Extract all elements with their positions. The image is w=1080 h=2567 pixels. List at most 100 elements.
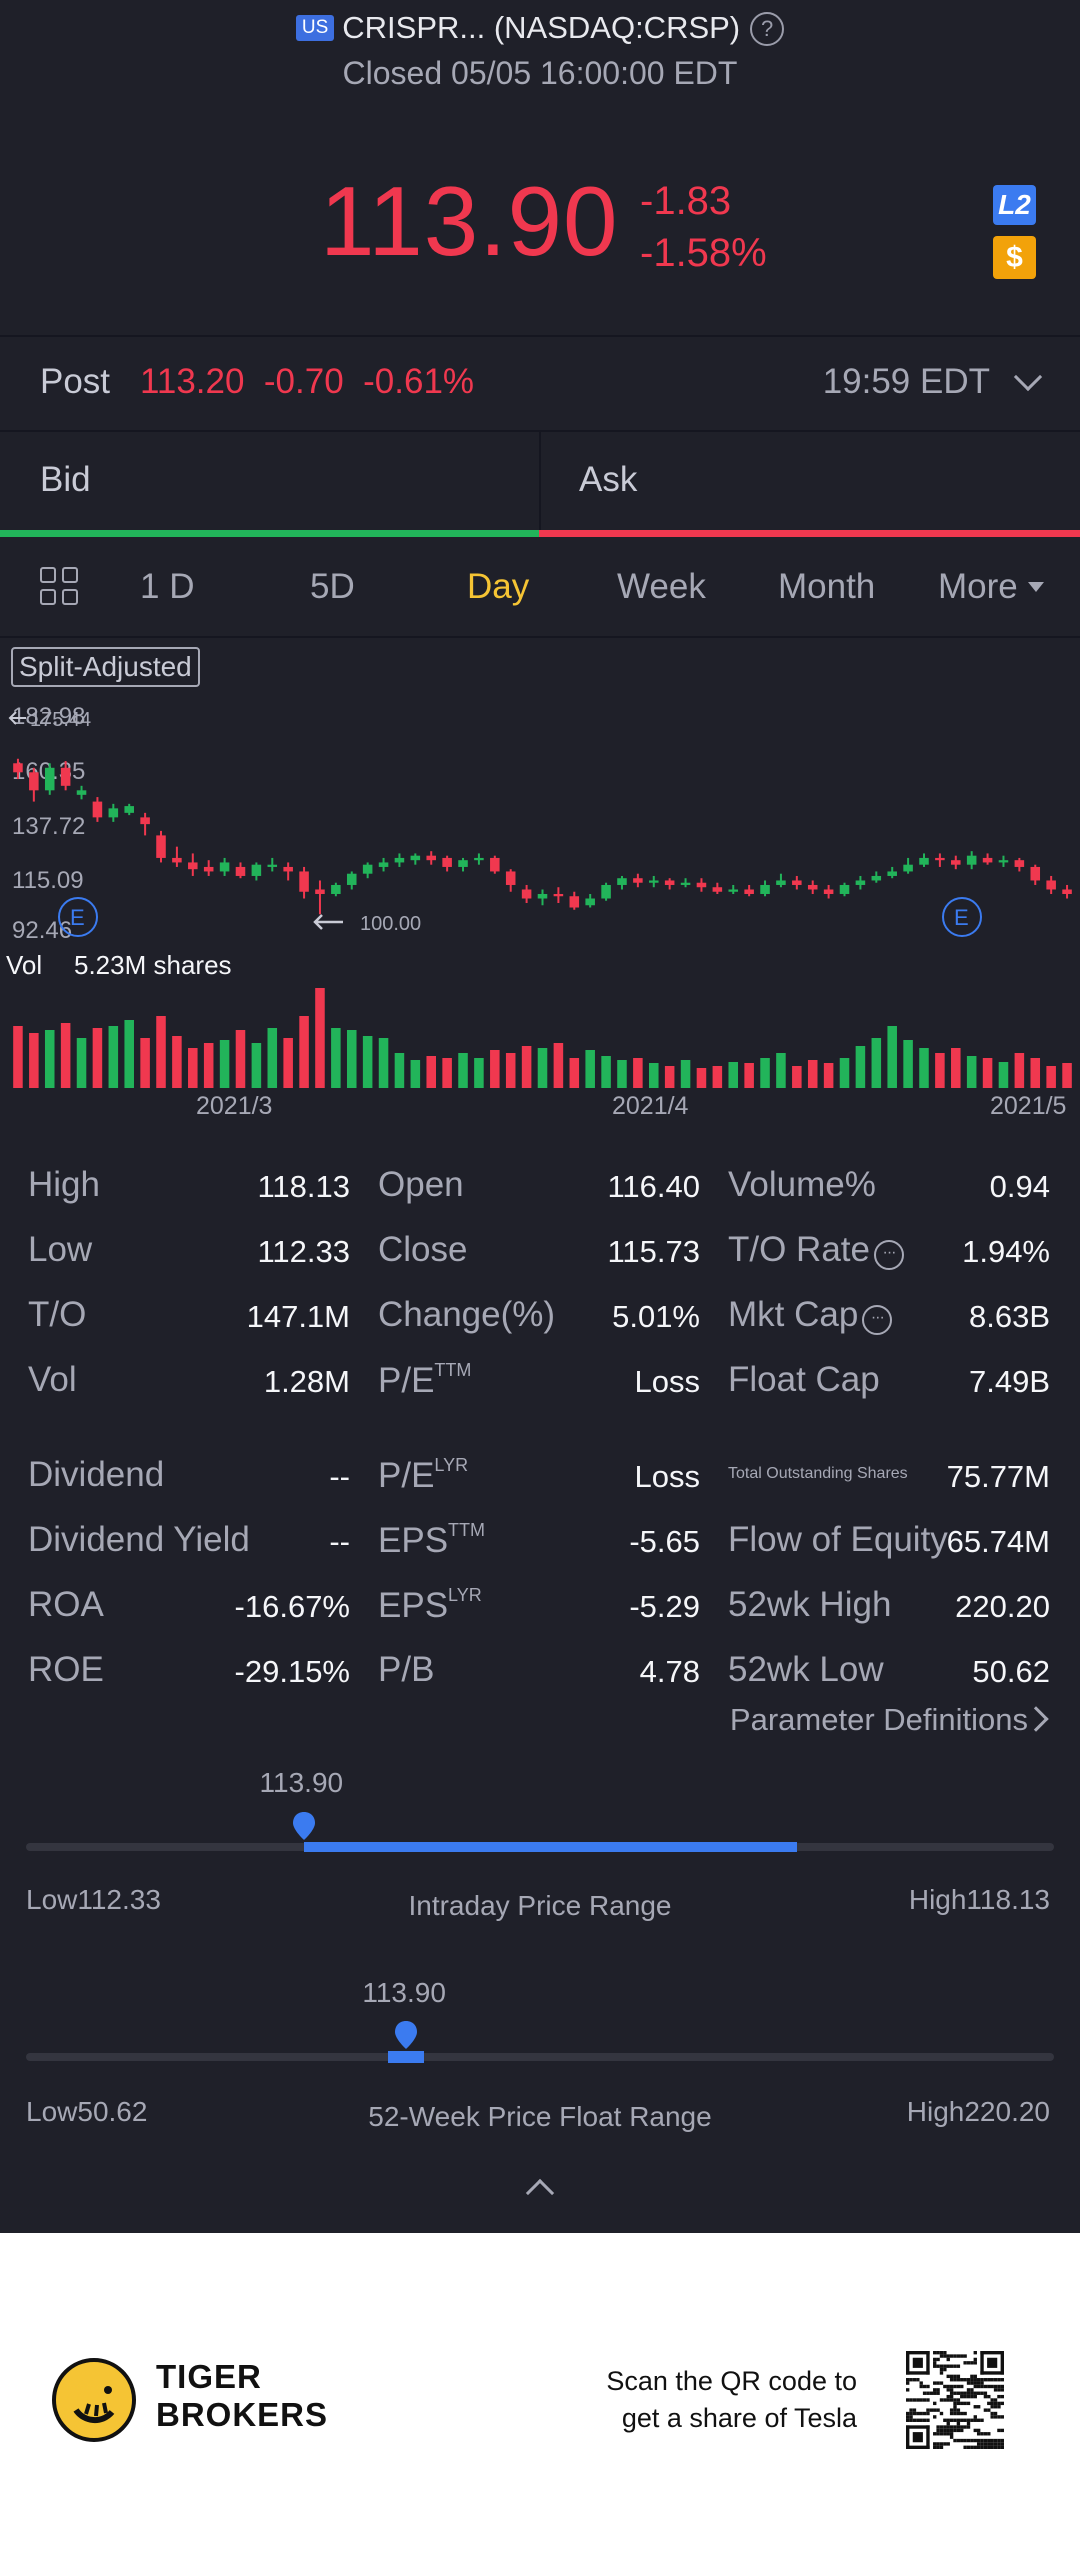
candle-body — [251, 864, 262, 876]
parameter-definitions-link[interactable]: Parameter Definitions — [729, 1702, 1028, 1737]
quote-header: US CRISPR... (NASDAQ:CRSP)? Closed 05/05 … — [0, 0, 1080, 337]
candle-body — [760, 884, 770, 894]
tab-day[interactable]: Day — [467, 567, 530, 606]
tab-week[interactable]: Week — [617, 567, 706, 606]
volume-label: Vol — [6, 950, 42, 980]
volume-bar — [871, 1038, 882, 1088]
help-icon[interactable]: ? — [750, 12, 785, 46]
stat-value: 0.94 — [989, 1169, 1050, 1204]
stat-label: T/O Rate ··· — [728, 1230, 904, 1270]
candlestick-chart: 182.98160.35137.72115.0992.46175.44100.0… — [6, 703, 1072, 1120]
tab-1d[interactable]: 1 D — [140, 567, 195, 606]
stat-value: 116.40 — [607, 1169, 700, 1204]
stat-value: Loss — [634, 1459, 700, 1494]
tab-more[interactable]: More — [938, 567, 1044, 607]
volume-bar — [140, 1038, 150, 1088]
price-chart[interactable]: Split-Adjusted 182.98160.35137.72115.099… — [0, 640, 1080, 1120]
volume-bar — [188, 1048, 198, 1088]
stat-label: P/ELYR — [378, 1455, 468, 1496]
candle-body — [919, 857, 929, 865]
volume-bar — [728, 1062, 739, 1088]
stat-label: High — [28, 1165, 100, 1205]
currency-badge-icon[interactable]: $ — [993, 236, 1036, 279]
candle-body — [680, 882, 691, 885]
post-values: 113.20 -0.70 -0.61% — [140, 362, 474, 402]
volume-bar — [442, 1058, 452, 1088]
bid-strength-bar — [0, 530, 539, 537]
scan-line2: get a share of Tesla — [621, 2403, 857, 2433]
volume-bar — [776, 1053, 786, 1088]
intraday-fill — [303, 1842, 797, 1852]
chart-period-tabs: 1 D 5D Day Week Month More — [0, 537, 1080, 637]
tab-month[interactable]: Month — [778, 567, 876, 606]
stat-label-text: Close — [378, 1230, 468, 1269]
stat-value: Loss — [634, 1364, 700, 1399]
volume-bar — [664, 1066, 675, 1088]
candle-body — [792, 880, 802, 885]
volume-bar — [966, 1056, 977, 1088]
more-info-icon[interactable]: ··· — [862, 1305, 893, 1335]
candle-body — [315, 889, 325, 894]
stat-value: 220.20 — [955, 1589, 1050, 1624]
stat-label-text: EPS — [378, 1521, 449, 1560]
stat-label-text: P/E — [378, 1361, 435, 1400]
stat-label-text: Volume% — [728, 1165, 876, 1204]
level2-badge-icon[interactable]: L2 — [993, 185, 1036, 225]
stat-cell: Change(%) 5.01% — [378, 1295, 700, 1339]
candle-body — [140, 817, 150, 825]
stat-value: 50.62 — [972, 1654, 1050, 1689]
candle-body — [982, 857, 993, 863]
volume-bar — [219, 1040, 230, 1088]
volume-bar — [792, 1066, 802, 1088]
divider — [0, 335, 1080, 337]
stat-label-text: 52wk Low — [728, 1650, 884, 1689]
last-price: 113.90 — [320, 166, 619, 276]
tab-5d[interactable]: 5D — [310, 567, 355, 606]
stat-label: Total Outstanding Shares — [728, 1455, 908, 1495]
candle-body — [44, 767, 55, 791]
stat-label-text: Dividend — [28, 1455, 165, 1494]
stock-title-row[interactable]: US CRISPR... (NASDAQ:CRSP)? — [0, 10, 1080, 46]
stat-value: 7.49B — [968, 1364, 1050, 1399]
volume-bar — [760, 1058, 770, 1088]
volume-bar — [378, 1038, 389, 1088]
candle-body — [188, 862, 198, 870]
stat-label: Volume% — [728, 1165, 876, 1205]
stat-value: 118.13 — [257, 1169, 350, 1204]
volume-bar — [172, 1036, 182, 1088]
chevron-up-icon[interactable] — [525, 2178, 555, 2208]
grid-menu-icon[interactable] — [40, 567, 80, 607]
volume-bar — [951, 1048, 961, 1088]
stat-cell: Dividend -- — [28, 1455, 350, 1499]
candle-body — [966, 855, 977, 865]
volume-bar — [807, 1060, 818, 1088]
stat-cell: 52wk High 220.20 — [728, 1585, 1050, 1629]
stat-value: 1.28M — [263, 1364, 350, 1399]
market-badge: US — [295, 15, 335, 41]
candle-body — [712, 887, 723, 892]
volume-bar — [29, 1033, 39, 1088]
stock-title: CRISPR... (NASDAQ:CRSP) — [342, 10, 741, 45]
stat-cell: Mkt Cap ··· 8.63B — [728, 1295, 1050, 1339]
candle-body — [903, 864, 913, 872]
volume-bar — [490, 1050, 500, 1088]
volume-bar — [458, 1053, 468, 1088]
post-market-row[interactable]: Post 113.20 -0.70 -0.61% 19:59 EDT — [0, 337, 1080, 429]
split-adjusted-badge[interactable]: Split-Adjusted — [11, 647, 200, 687]
ask-label[interactable]: Ask — [539, 432, 1080, 532]
stat-cell: EPSTTM -5.65 — [378, 1520, 700, 1564]
stat-label: Change(%) — [378, 1295, 555, 1335]
stat-label: Open — [378, 1165, 464, 1205]
volume-bar — [537, 1048, 548, 1088]
stat-label-text: ROE — [28, 1650, 104, 1689]
candle-body — [696, 882, 707, 888]
high-marker-label: 175.44 — [30, 709, 91, 731]
stat-label-text: P/B — [378, 1650, 435, 1689]
candle-body — [76, 790, 87, 795]
bid-label[interactable]: Bid — [40, 460, 91, 499]
ask-strength-bar — [539, 530, 1080, 537]
more-info-icon[interactable]: ··· — [873, 1240, 904, 1270]
stat-label: ROA — [28, 1585, 104, 1625]
post-time: 19:59 EDT — [822, 362, 990, 401]
chevron-down-icon[interactable] — [1013, 362, 1043, 392]
